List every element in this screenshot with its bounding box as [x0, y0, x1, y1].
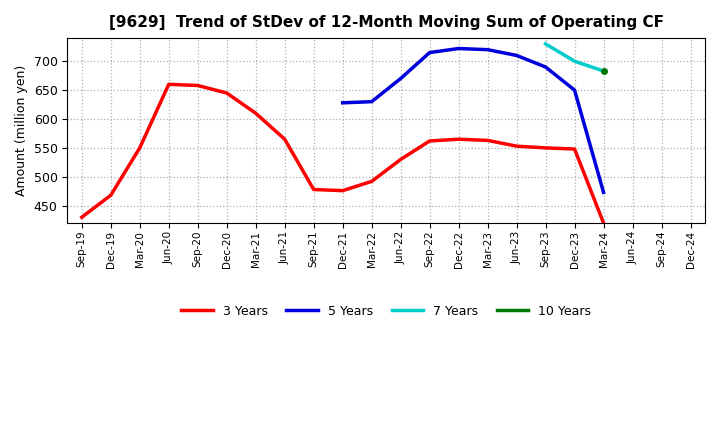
Y-axis label: Amount (million yen): Amount (million yen): [15, 65, 28, 196]
Title: [9629]  Trend of StDev of 12-Month Moving Sum of Operating CF: [9629] Trend of StDev of 12-Month Moving…: [109, 15, 664, 30]
Legend: 3 Years, 5 Years, 7 Years, 10 Years: 3 Years, 5 Years, 7 Years, 10 Years: [176, 300, 596, 323]
